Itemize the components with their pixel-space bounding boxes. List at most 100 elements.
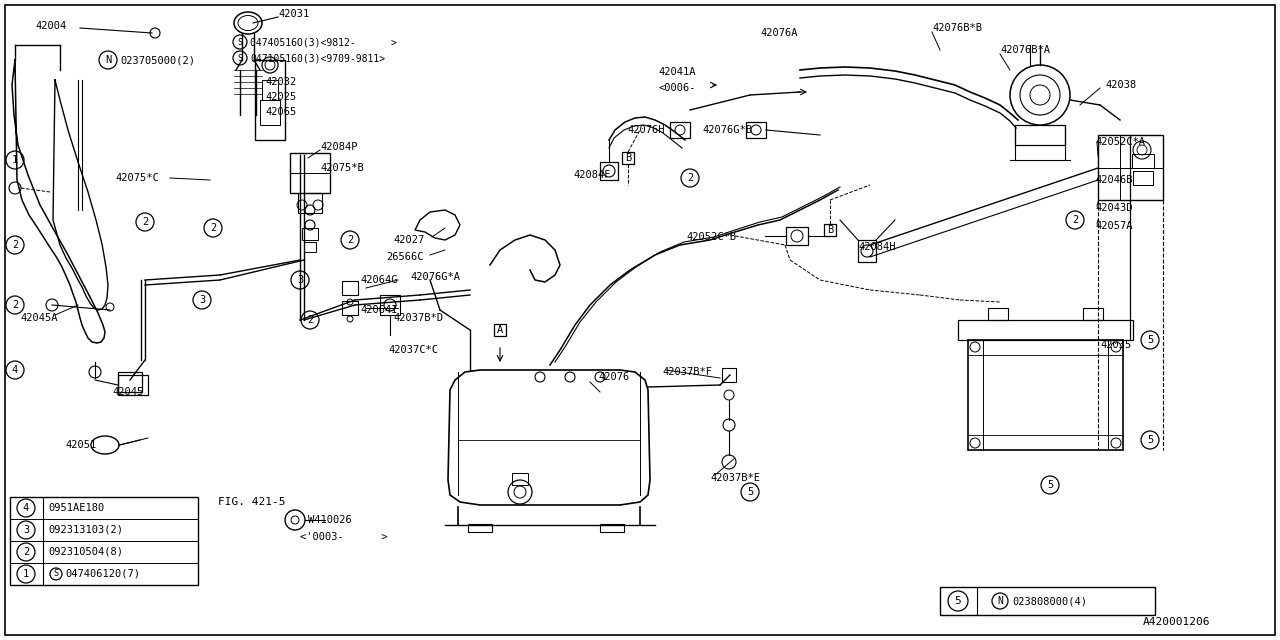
Text: B: B bbox=[827, 225, 833, 235]
Text: 42064I: 42064I bbox=[360, 305, 398, 315]
Bar bbox=[342, 301, 358, 315]
Text: 42076G*A: 42076G*A bbox=[410, 272, 460, 282]
Text: N: N bbox=[105, 55, 111, 65]
Text: 42052C*A: 42052C*A bbox=[1094, 137, 1146, 147]
Text: 2: 2 bbox=[307, 315, 314, 325]
Bar bbox=[1132, 154, 1155, 168]
Text: W410026: W410026 bbox=[308, 515, 352, 525]
Text: S: S bbox=[238, 38, 242, 47]
Text: 42027: 42027 bbox=[393, 235, 424, 245]
Text: 2: 2 bbox=[142, 217, 148, 227]
Text: FIG. 421-5: FIG. 421-5 bbox=[218, 497, 285, 507]
Text: 42084H: 42084H bbox=[858, 242, 896, 252]
Text: 4: 4 bbox=[23, 503, 29, 513]
Bar bbox=[746, 122, 765, 138]
Text: 2: 2 bbox=[347, 235, 353, 245]
Text: 42057A: 42057A bbox=[1094, 221, 1133, 231]
Bar bbox=[1133, 171, 1153, 185]
Bar bbox=[622, 152, 634, 164]
Text: 42045: 42045 bbox=[113, 387, 143, 397]
Text: 42075*B: 42075*B bbox=[320, 163, 364, 173]
Text: 42037B*D: 42037B*D bbox=[393, 313, 443, 323]
Text: 5: 5 bbox=[1147, 335, 1153, 345]
Text: 1: 1 bbox=[23, 569, 29, 579]
Bar bbox=[940, 587, 1155, 615]
Text: 0951AE180: 0951AE180 bbox=[49, 503, 104, 513]
Text: 42051: 42051 bbox=[65, 440, 96, 450]
Text: 42065: 42065 bbox=[265, 107, 296, 117]
Bar bbox=[291, 153, 330, 193]
Text: 2: 2 bbox=[210, 223, 216, 233]
Text: 42032: 42032 bbox=[265, 77, 296, 87]
Text: 2: 2 bbox=[687, 173, 694, 183]
Text: 5: 5 bbox=[955, 596, 961, 606]
Text: S: S bbox=[238, 54, 242, 63]
Bar bbox=[262, 80, 278, 100]
Bar bbox=[1015, 125, 1065, 145]
Text: 42025: 42025 bbox=[265, 92, 296, 102]
Text: 42043D: 42043D bbox=[1094, 203, 1133, 213]
Text: 42076A: 42076A bbox=[760, 28, 797, 38]
Text: 42076: 42076 bbox=[598, 372, 630, 382]
Text: A: A bbox=[497, 325, 503, 335]
Bar bbox=[600, 524, 625, 532]
Bar bbox=[1098, 135, 1164, 200]
Text: 42052C*B: 42052C*B bbox=[686, 232, 736, 242]
Text: 42038: 42038 bbox=[1105, 80, 1137, 90]
Text: 42004: 42004 bbox=[35, 21, 67, 31]
Text: <'0003-      >: <'0003- > bbox=[300, 532, 388, 542]
Text: 1: 1 bbox=[12, 155, 18, 165]
Bar bbox=[1083, 308, 1103, 320]
Bar bbox=[260, 100, 280, 125]
Bar bbox=[600, 162, 618, 180]
Bar bbox=[118, 375, 148, 395]
Bar bbox=[302, 228, 317, 240]
Text: 42037B*F: 42037B*F bbox=[662, 367, 712, 377]
Bar bbox=[669, 122, 690, 138]
Text: 047406120(7): 047406120(7) bbox=[65, 569, 140, 579]
Bar bbox=[342, 281, 358, 295]
Bar bbox=[10, 497, 198, 585]
Text: 26566C: 26566C bbox=[387, 252, 424, 262]
Text: 42035: 42035 bbox=[1100, 340, 1132, 350]
Text: 42076G*B: 42076G*B bbox=[701, 125, 753, 135]
Bar bbox=[494, 324, 506, 336]
Text: 047105160(3)<9709-9811>: 047105160(3)<9709-9811> bbox=[250, 53, 385, 63]
Text: 5: 5 bbox=[746, 487, 753, 497]
Bar bbox=[255, 60, 285, 140]
Bar bbox=[988, 308, 1009, 320]
Text: 4: 4 bbox=[12, 365, 18, 375]
Text: 42041A: 42041A bbox=[658, 67, 695, 77]
Text: S: S bbox=[54, 570, 59, 579]
Text: 3: 3 bbox=[297, 275, 303, 285]
Text: <0006-: <0006- bbox=[658, 83, 695, 93]
Text: 5: 5 bbox=[1147, 435, 1153, 445]
Bar bbox=[468, 524, 492, 532]
Bar bbox=[305, 242, 316, 252]
Bar bbox=[824, 224, 836, 236]
Text: B: B bbox=[625, 153, 631, 163]
Text: 04740516O(3)<9812-      >: 04740516O(3)<9812- > bbox=[250, 37, 397, 47]
Bar bbox=[786, 227, 808, 245]
Text: 3: 3 bbox=[23, 525, 29, 535]
Bar bbox=[957, 320, 1133, 340]
Text: 2: 2 bbox=[12, 300, 18, 310]
Text: 42045A: 42045A bbox=[20, 313, 58, 323]
Text: 2: 2 bbox=[23, 547, 29, 557]
Text: 023808000(4): 023808000(4) bbox=[1012, 596, 1087, 606]
Text: N: N bbox=[997, 596, 1004, 606]
Text: 42084F: 42084F bbox=[573, 170, 611, 180]
Text: 42064G: 42064G bbox=[360, 275, 398, 285]
Bar bbox=[968, 340, 1123, 450]
Text: A420001206: A420001206 bbox=[1143, 617, 1211, 627]
Text: 42046B: 42046B bbox=[1094, 175, 1133, 185]
Text: 092313103(2): 092313103(2) bbox=[49, 525, 123, 535]
Text: 42037B*E: 42037B*E bbox=[710, 473, 760, 483]
Text: 092310504(8): 092310504(8) bbox=[49, 547, 123, 557]
Text: 42084P: 42084P bbox=[320, 142, 357, 152]
Text: 42076B*B: 42076B*B bbox=[932, 23, 982, 33]
Text: 42076B*A: 42076B*A bbox=[1000, 45, 1050, 55]
Bar bbox=[380, 295, 401, 315]
Bar bbox=[118, 372, 142, 392]
Text: 42031: 42031 bbox=[278, 9, 310, 19]
